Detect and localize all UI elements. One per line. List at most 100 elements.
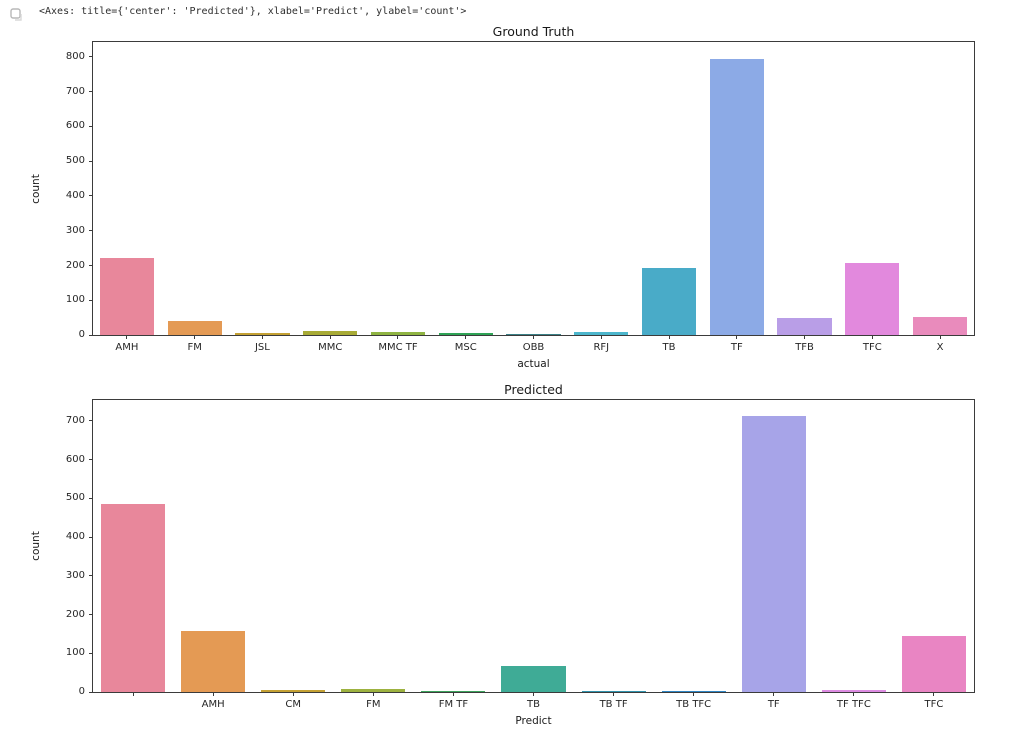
bar bbox=[901, 635, 966, 692]
y-tick-label: 200 bbox=[65, 259, 85, 271]
x-tick-mark bbox=[933, 692, 935, 696]
y-tick-label: 600 bbox=[65, 453, 85, 465]
bar bbox=[581, 690, 646, 692]
bar bbox=[821, 690, 886, 692]
x-tick-mark bbox=[372, 692, 374, 696]
bar bbox=[167, 321, 222, 335]
x-tick-label: MSC bbox=[454, 342, 477, 353]
bar bbox=[303, 331, 358, 335]
x-tick-mark bbox=[465, 335, 467, 339]
x-tick-mark bbox=[668, 335, 670, 339]
y-tick-label: 700 bbox=[65, 414, 85, 426]
x-tick-label: TF bbox=[767, 699, 780, 710]
x-tick-mark bbox=[132, 692, 134, 696]
x-tick-label: AMH bbox=[201, 699, 225, 710]
y-tick-mark bbox=[89, 230, 93, 232]
x-tick-mark bbox=[600, 335, 602, 339]
y-tick-mark bbox=[89, 91, 93, 93]
x-tick-mark bbox=[261, 335, 263, 339]
x-tick-mark bbox=[452, 692, 454, 696]
y-tick-label: 500 bbox=[65, 155, 85, 167]
x-tick-mark bbox=[292, 692, 294, 696]
x-tick-label: MMC bbox=[318, 342, 343, 353]
bar bbox=[661, 690, 726, 692]
repr-output-text: <Axes: title={'center': 'Predicted'}, xl… bbox=[39, 6, 467, 17]
y-tick-label: 400 bbox=[65, 531, 85, 543]
x-tick-label: TB TFC bbox=[676, 699, 712, 710]
y-tick-mark bbox=[89, 420, 93, 422]
bar bbox=[777, 317, 832, 335]
bar bbox=[370, 332, 426, 335]
x-tick-mark bbox=[693, 692, 695, 696]
y-tick-mark bbox=[89, 195, 93, 197]
x-tick-label: RFJ bbox=[593, 342, 610, 353]
y-tick-label: 0 bbox=[78, 329, 85, 340]
y-tick-label: 300 bbox=[65, 224, 85, 236]
y-tick-label: 600 bbox=[65, 120, 85, 132]
bar bbox=[261, 689, 326, 692]
ground-truth-chart: Ground Truth count 0 100 200 300 400 500 600 70… bbox=[0, 22, 1024, 376]
y-tick-mark bbox=[89, 536, 93, 538]
bar bbox=[181, 631, 246, 692]
x-tick-label: FM TF bbox=[438, 699, 469, 710]
x-tick-label: FM bbox=[366, 699, 381, 710]
y-axis-label: count bbox=[30, 174, 42, 204]
x-tick-mark bbox=[939, 335, 941, 339]
y-tick-mark bbox=[89, 334, 93, 336]
x-tick-label: JSL bbox=[254, 342, 270, 353]
y-tick-mark bbox=[89, 265, 93, 266]
x-tick-label: TB bbox=[662, 342, 676, 353]
y-tick-mark bbox=[89, 160, 93, 162]
bar bbox=[341, 688, 406, 692]
x-tick-mark bbox=[126, 335, 128, 339]
y-axis-label: count bbox=[30, 531, 42, 561]
y-tick-label: 100 bbox=[65, 647, 85, 659]
x-tick-label: TF TFC bbox=[836, 699, 871, 710]
y-tick-mark bbox=[89, 56, 93, 58]
x-tick-mark bbox=[613, 692, 615, 696]
bar bbox=[501, 666, 566, 692]
y-tick-mark bbox=[89, 614, 93, 616]
bar bbox=[741, 416, 806, 692]
y-tick-label: 800 bbox=[65, 50, 85, 62]
x-tick-mark bbox=[853, 692, 855, 696]
y-tick-label: 0 bbox=[78, 686, 85, 697]
x-axis-label: actual bbox=[517, 358, 550, 370]
x-tick-mark bbox=[804, 335, 806, 339]
bar bbox=[421, 690, 486, 692]
x-tick-label: AMH bbox=[115, 342, 139, 353]
x-tick-mark bbox=[329, 335, 331, 339]
x-tick-label: TF bbox=[730, 342, 743, 353]
y-tick-label: 700 bbox=[65, 85, 85, 97]
x-axis-label: Predict bbox=[515, 715, 552, 727]
y-tick-label: 500 bbox=[65, 492, 85, 504]
cell-output-icon bbox=[10, 6, 23, 21]
x-tick-label: MMC TF bbox=[378, 342, 418, 353]
predicted-chart: Predicted count 0 100 200 300 400 500 600 700 AM… bbox=[0, 380, 1024, 734]
y-tick-mark bbox=[89, 652, 93, 654]
x-tick-label: TFC bbox=[924, 699, 944, 710]
x-tick-mark bbox=[871, 335, 873, 339]
bar bbox=[438, 333, 493, 335]
y-tick-mark bbox=[89, 459, 93, 461]
chart-title: Ground Truth bbox=[492, 24, 575, 39]
bar bbox=[913, 316, 968, 335]
x-tick-label: TB bbox=[527, 699, 540, 710]
bar bbox=[235, 332, 290, 335]
x-tick-mark bbox=[397, 335, 399, 339]
plot-area: 0 100 200 300 400 500 600 700 800 AMH FM JSL MMC MMC … bbox=[66, 41, 975, 353]
y-tick-mark bbox=[89, 497, 93, 499]
x-tick-mark bbox=[194, 335, 196, 339]
x-tick-mark bbox=[736, 335, 738, 339]
bar bbox=[101, 504, 166, 692]
x-tick-mark bbox=[773, 692, 775, 696]
bar bbox=[709, 58, 764, 335]
x-tick-label: CM bbox=[285, 699, 302, 710]
y-tick-mark bbox=[89, 299, 93, 301]
y-tick-mark bbox=[89, 125, 93, 127]
x-tick-mark bbox=[533, 335, 534, 339]
y-tick-label: 300 bbox=[65, 569, 85, 581]
x-tick-mark bbox=[212, 692, 214, 696]
bar bbox=[99, 257, 154, 335]
y-tick-label: 100 bbox=[65, 294, 85, 306]
